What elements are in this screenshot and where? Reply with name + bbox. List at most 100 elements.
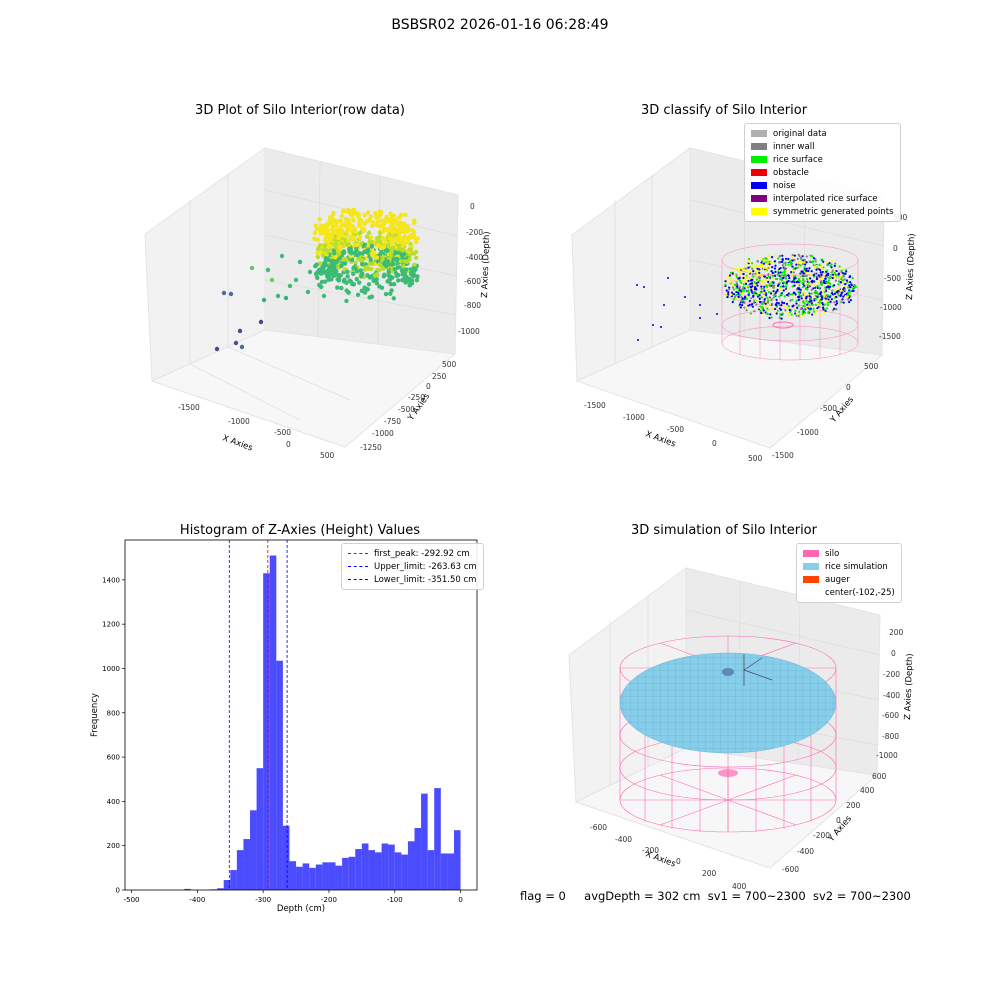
histogram-chart[interactable]: -500 -400 -300 -200 -100 0 0 200 400 600 800 1000 1…	[90, 539, 478, 914]
raw-point	[415, 274, 420, 279]
classify-point	[771, 288, 775, 291]
classify-point	[738, 267, 741, 270]
classify-point	[759, 291, 763, 294]
classify-point	[839, 294, 842, 297]
classify-point	[826, 275, 829, 279]
classify-point	[797, 291, 800, 294]
raw-point	[362, 285, 367, 290]
classify-point	[751, 291, 754, 294]
classify-point	[758, 271, 761, 274]
classify-point	[793, 281, 796, 284]
classify-point	[835, 295, 838, 299]
classify-point	[843, 278, 846, 281]
raw-point	[355, 292, 361, 298]
classify-point	[818, 263, 821, 266]
classify-point	[803, 307, 806, 311]
classify-point	[844, 294, 847, 298]
classify-point	[843, 272, 846, 275]
classify-point	[819, 271, 822, 274]
classify-point	[791, 259, 794, 262]
raw-point	[357, 280, 362, 285]
classify-point	[788, 280, 791, 283]
raw-point	[400, 239, 406, 245]
raw-point	[353, 260, 358, 265]
raw-point	[340, 250, 345, 256]
classify-point	[773, 267, 777, 270]
classify-point	[751, 305, 755, 308]
classify-point	[840, 301, 843, 304]
raw-point	[350, 236, 355, 241]
classify-point	[785, 302, 789, 305]
classify-point	[728, 286, 731, 289]
classify-point	[728, 288, 731, 291]
raw-point	[354, 242, 359, 248]
classify-point	[801, 309, 805, 312]
classify-point	[757, 281, 760, 284]
classify-point	[838, 265, 841, 268]
classify-legend: original data inner wall rice surface ob…	[744, 123, 901, 222]
simulation-ztick: -1000	[876, 751, 898, 760]
classify-point	[853, 286, 856, 289]
raw-point	[314, 262, 319, 267]
classify-point	[749, 312, 752, 315]
classify-point	[839, 276, 842, 279]
raw-point	[370, 253, 375, 258]
classify-point	[767, 290, 771, 294]
classify-point	[760, 279, 764, 282]
raw-point	[345, 207, 351, 213]
raw-point	[339, 214, 345, 219]
classify-point	[830, 298, 833, 301]
histogram-bar	[302, 863, 310, 890]
classify-point	[832, 273, 835, 276]
classify-point	[805, 255, 808, 258]
classify-point	[753, 282, 756, 285]
raw-point	[411, 251, 417, 256]
classify-point	[757, 264, 760, 268]
histogram-bar	[328, 862, 336, 890]
legend-swatch	[751, 130, 767, 137]
classify-point	[736, 285, 739, 288]
classify-point	[731, 272, 734, 275]
classify-point	[801, 281, 804, 285]
raw-point	[356, 216, 362, 221]
classify-point	[784, 263, 787, 267]
classify-point	[813, 284, 817, 287]
classify-point	[756, 267, 759, 270]
classify-point	[781, 274, 784, 277]
classify-point	[774, 294, 777, 297]
classify-point	[801, 290, 804, 293]
classify-point	[781, 264, 784, 267]
raw-point	[221, 290, 227, 296]
raw-point	[319, 271, 324, 276]
legend-swatch	[751, 182, 767, 189]
classify-point	[726, 274, 729, 277]
raw-point	[404, 259, 410, 264]
status-sv1: sv1 = 700~2300	[707, 889, 806, 903]
histogram-bar	[230, 870, 237, 890]
simulation-xtick: 0	[676, 857, 681, 866]
figure-title: BSBSR02 2026-01-16 06:28:49	[391, 17, 609, 33]
classify-point	[735, 273, 738, 276]
raw-point	[367, 295, 372, 300]
classify-noise-point	[660, 326, 662, 328]
histogram-bar	[296, 866, 303, 890]
classify-point	[763, 298, 766, 301]
classify-point	[826, 303, 830, 306]
raw-point	[392, 250, 398, 255]
classify-point	[758, 279, 761, 282]
raw-point	[402, 235, 408, 240]
raw-ytick: -1000	[372, 429, 394, 438]
raw-x-axis-label: X Axies	[221, 433, 254, 453]
classify-point	[849, 299, 852, 302]
classify-point	[831, 309, 835, 312]
raw-point	[283, 295, 289, 301]
classify-point	[813, 291, 816, 294]
histogram-bar	[348, 856, 356, 890]
simulation-3d-plot[interactable]: -600 -400 -200 0 200 400 600 400 200 0 -…	[568, 567, 915, 891]
raw-ytick: 250	[432, 372, 447, 381]
raw-xtick: 0	[286, 440, 291, 449]
classify-point	[743, 301, 746, 305]
classify-point	[752, 295, 755, 298]
classify-point	[799, 264, 802, 267]
